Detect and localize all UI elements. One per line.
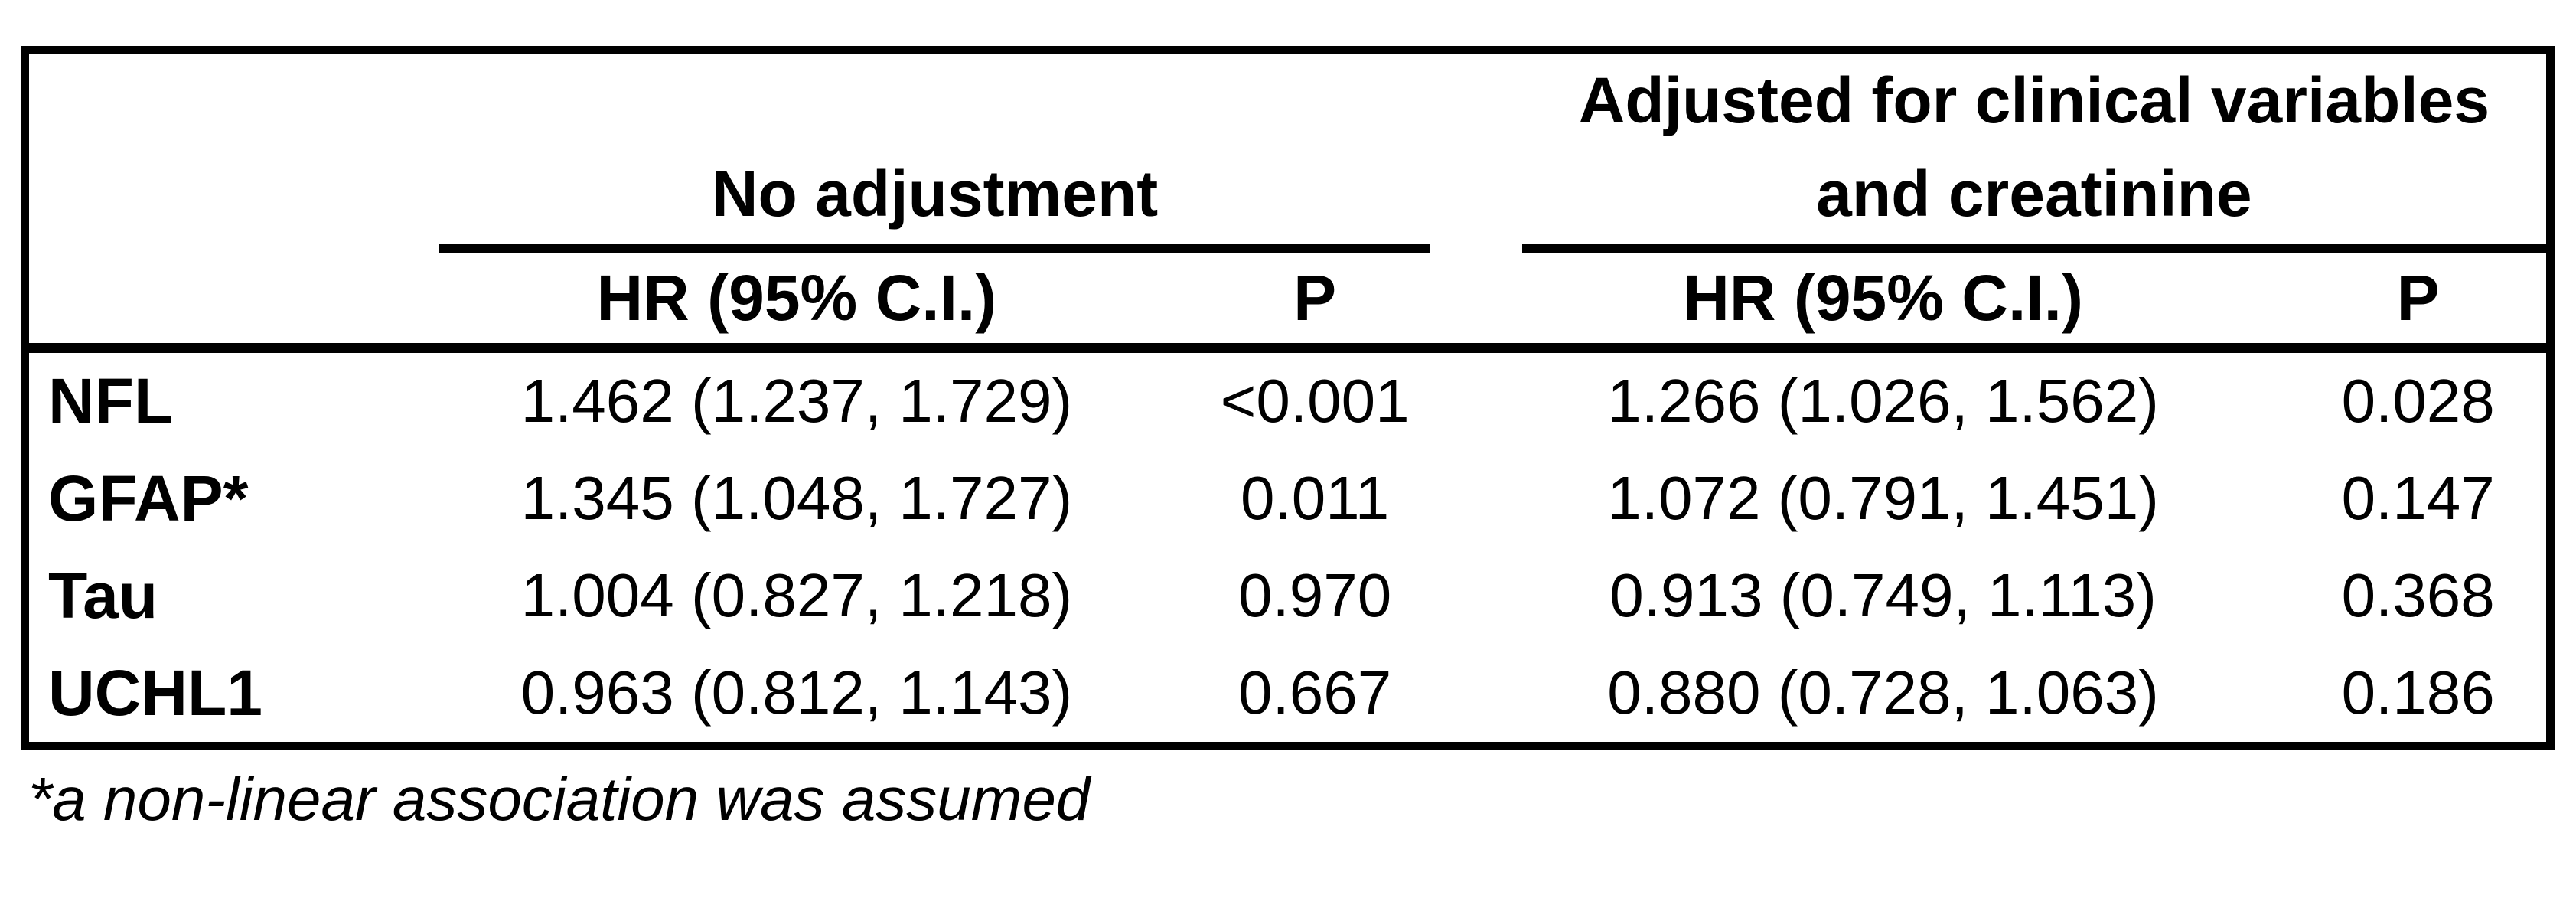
p-value-cell: 0.970 bbox=[1238, 561, 1392, 630]
table-row-tau: Tau 1.004 (0.827, 1.218) 0.970 0.913 (0.… bbox=[25, 547, 2551, 645]
corner-spacer-cell bbox=[25, 51, 440, 253]
p-value-cell: 0.147 bbox=[2341, 464, 2495, 533]
column-header-row: HR (95% C.I.) P HR (95% C.I.) P bbox=[24, 253, 2551, 353]
hr-ci-cell: 1.004 (0.827, 1.218) bbox=[520, 561, 1073, 630]
hazard-ratio-table: No adjustment Adjusted for clinical vari… bbox=[21, 46, 2555, 750]
p-value-cell: <0.001 bbox=[1220, 367, 1410, 436]
group-header-row: No adjustment Adjusted for clinical vari… bbox=[25, 51, 2551, 253]
hr-ci-cell: 1.345 (1.048, 1.727) bbox=[520, 464, 1073, 533]
biomarker-cell: NFL bbox=[48, 364, 174, 437]
biomarker-cell: Tau bbox=[48, 559, 158, 632]
group-underline-no-adjustment bbox=[439, 243, 1430, 253]
hr-ci-cell: 1.462 (1.237, 1.729) bbox=[520, 367, 1073, 436]
column-header-p-adjusted: P bbox=[2290, 253, 2551, 353]
group-underline-adjusted bbox=[1521, 243, 2546, 253]
biomarker-cell: GFAP* bbox=[48, 462, 249, 534]
p-value-cell: 0.368 bbox=[2341, 561, 2495, 630]
table-row-gfap: GFAP* 1.345 (1.048, 1.727) 0.011 1.072 (… bbox=[25, 450, 2551, 547]
column-header-p-unadjusted: P bbox=[1153, 253, 1476, 353]
biomarker-cell: UCHL1 bbox=[48, 656, 263, 729]
hr-ci-cell: 1.266 (1.026, 1.562) bbox=[1607, 367, 2159, 436]
hr-ci-cell: 0.913 (0.749, 1.113) bbox=[1609, 561, 2157, 630]
table-row-nfl: NFL 1.462 (1.237, 1.729) <0.001 1.266 (1… bbox=[25, 348, 2551, 450]
hr-ci-cell: 0.880 (0.728, 1.063) bbox=[1607, 658, 2159, 727]
p-value-cell: 0.028 bbox=[2341, 367, 2495, 436]
column-header-hr-unadjusted: HR (95% C.I.) bbox=[439, 253, 1154, 353]
group-header-adjusted: Adjusted for clinical variables and crea… bbox=[1476, 51, 2551, 253]
group-header-no-adjustment: No adjustment bbox=[439, 51, 1476, 253]
table-footnote: *a non-linear association was assumed bbox=[28, 765, 1091, 833]
table-row-uchl1: UCHL1 0.963 (0.812, 1.143) 0.667 0.880 (… bbox=[25, 645, 2551, 746]
p-value-cell: 0.667 bbox=[1238, 658, 1392, 727]
p-value-cell: 0.186 bbox=[2341, 658, 2495, 727]
group-label-adjusted: Adjusted for clinical variables and crea… bbox=[1578, 64, 2490, 230]
column-header-spacer bbox=[24, 253, 440, 353]
p-value-cell: 0.011 bbox=[1240, 464, 1390, 533]
hr-ci-cell: 1.072 (0.791, 1.451) bbox=[1607, 464, 2159, 533]
column-header-hr-adjusted: HR (95% C.I.) bbox=[1475, 253, 2291, 353]
hr-ci-cell: 0.963 (0.812, 1.143) bbox=[520, 658, 1073, 727]
group-label-no-adjustment: No adjustment bbox=[711, 157, 1159, 230]
